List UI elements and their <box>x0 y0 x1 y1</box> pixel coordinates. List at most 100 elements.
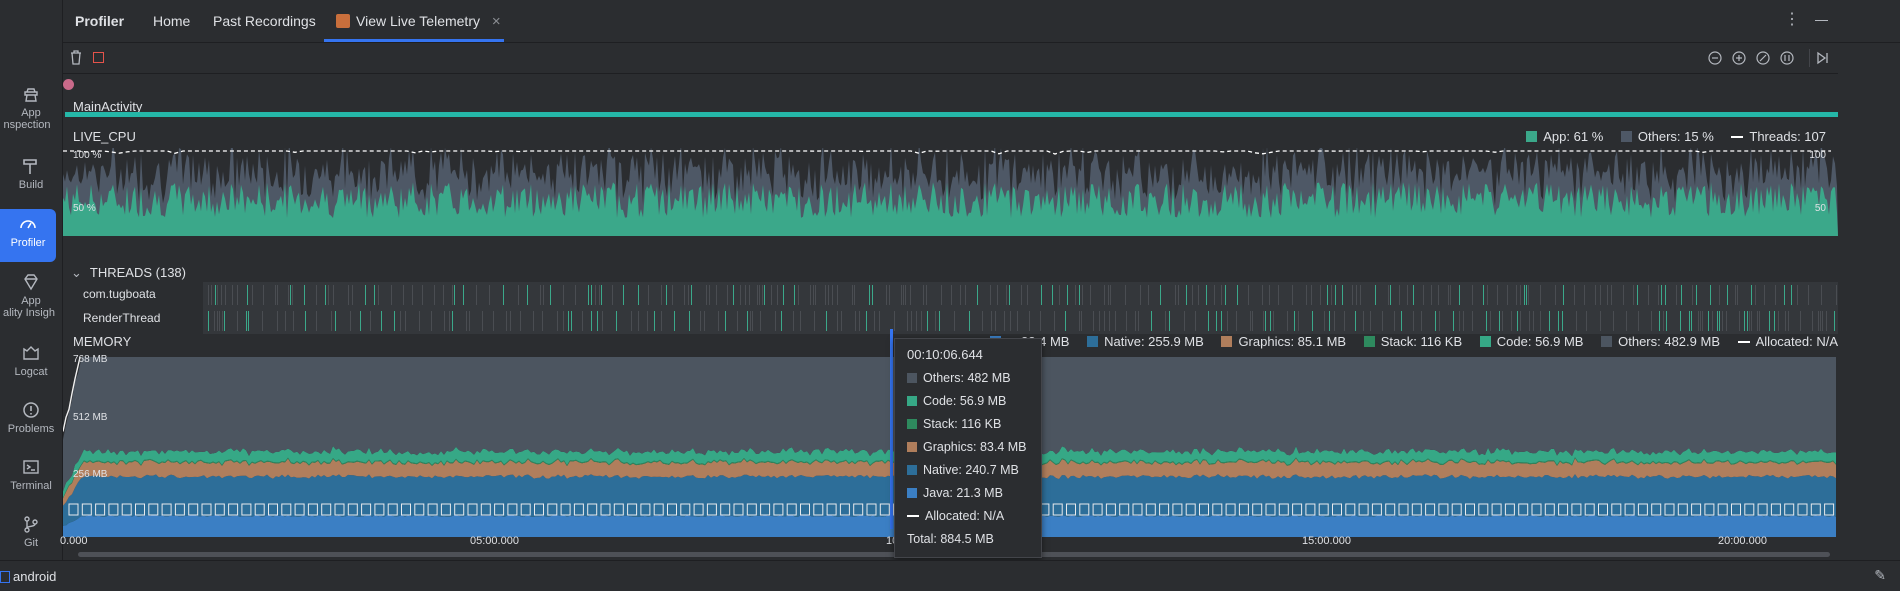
thread-activity-chart[interactable] <box>203 282 1838 334</box>
thread-state-mark <box>960 285 961 305</box>
close-icon[interactable]: × <box>491 13 501 30</box>
thread-state-mark <box>1681 285 1682 305</box>
rail-item-logcat[interactable]: Logcat <box>0 343 62 378</box>
thread-state-mark <box>921 311 922 331</box>
gc-event-icon <box>853 503 864 516</box>
thread-state-mark <box>542 311 543 331</box>
thread-state-mark <box>1352 285 1353 305</box>
gc-event-icon <box>494 503 505 516</box>
thread-state-mark <box>1010 311 1011 331</box>
rail-item-app-inspection[interactable]: App nspection <box>0 84 62 131</box>
thread-state-mark <box>997 285 998 305</box>
thread-state-mark <box>1626 311 1627 331</box>
cpu-section-label: LIVE_CPU <box>73 129 136 144</box>
status-bar: android ✎ <box>0 560 1900 591</box>
stop-icon[interactable] <box>93 52 104 63</box>
reset-zoom-icon[interactable] <box>1756 51 1770 65</box>
tab-view-live-telemetry[interactable]: View Live Telemetry × <box>324 0 504 42</box>
thread-state-mark <box>1237 285 1238 305</box>
thread-state-mark <box>1108 285 1109 305</box>
threads-header[interactable]: ⌄ THREADS (138) <box>71 265 186 281</box>
thread-state-mark <box>1184 311 1185 331</box>
zoom-out-icon[interactable] <box>1708 51 1722 65</box>
thread-state-mark <box>1576 311 1577 331</box>
thread-state-mark <box>469 311 470 331</box>
thread-state-mark <box>1511 311 1512 331</box>
gc-event-icon <box>1371 503 1382 516</box>
timeline-cursor[interactable] <box>890 329 893 529</box>
thread-state-mark <box>563 311 564 331</box>
thread-state-mark <box>1600 311 1601 331</box>
go-live-icon[interactable] <box>1816 51 1830 65</box>
cpu-others-swatch <box>1620 131 1632 142</box>
gc-event-icon <box>427 503 438 516</box>
thread-state-mark <box>814 311 815 331</box>
gc-event-icon <box>347 503 358 516</box>
thread-state-mark <box>1726 311 1727 331</box>
thread-state-mark <box>285 311 286 331</box>
thread-state-mark <box>666 285 667 305</box>
gc-event-icon <box>1411 503 1422 516</box>
gc-event-icon <box>1159 503 1170 516</box>
rail-item-app-quality-insights[interactable]: App ality Insigh <box>0 272 62 319</box>
thread-row-label[interactable]: com.tugboata <box>83 287 156 301</box>
thread-state-mark <box>360 311 361 331</box>
project-name[interactable]: android <box>13 569 57 584</box>
thread-state-mark <box>1676 285 1677 305</box>
thread-state-mark <box>591 285 592 305</box>
rail-item-problems[interactable]: Problems <box>0 400 62 435</box>
thread-state-mark <box>394 311 395 331</box>
gc-event-icon <box>866 503 877 516</box>
thread-state-mark <box>1004 311 1005 331</box>
thread-state-mark <box>1431 285 1432 305</box>
gc-event-icon <box>201 503 212 516</box>
thread-state-mark <box>1483 285 1484 305</box>
gc-event-icon <box>1704 503 1715 516</box>
memory-tooltip: 00:10:06.644 Others: 482 MB Code: 56.9 M… <box>894 338 1042 558</box>
more-options-icon[interactable]: ⋮ <box>1784 11 1800 28</box>
thread-state-mark <box>1774 311 1775 331</box>
profiler-tab-bar: Profiler Home Past Recordings View Live … <box>63 0 1900 43</box>
thread-state-mark <box>1135 311 1136 331</box>
notifications-icon[interactable]: ✎ <box>1874 567 1886 583</box>
thread-state-mark <box>444 311 445 331</box>
tab-past-recordings[interactable]: Past Recordings <box>213 13 316 29</box>
thread-state-mark <box>1526 285 1527 305</box>
thread-state-mark <box>275 285 276 305</box>
gc-event-icon <box>1292 503 1303 516</box>
thread-state-mark <box>1751 311 1752 331</box>
gc-event-icon <box>1824 503 1835 516</box>
tab-label: View Live Telemetry <box>356 13 480 29</box>
thread-state-mark <box>1486 311 1487 331</box>
thread-row-label[interactable]: RenderThread <box>83 311 161 325</box>
gc-event-icon <box>95 503 106 516</box>
thread-state-mark <box>493 311 494 331</box>
thread-state-mark <box>1320 285 1321 305</box>
thread-state-mark <box>841 311 842 331</box>
rail-item-build[interactable]: Build <box>0 156 62 191</box>
thread-state-mark <box>894 311 895 331</box>
activity-bar[interactable] <box>65 112 1838 117</box>
thread-state-mark <box>503 285 504 305</box>
cpu-axis-100-right: 100 <box>1809 150 1826 161</box>
mem-code-swatch <box>1479 336 1491 347</box>
thread-state-mark <box>208 311 209 331</box>
gc-event-icon <box>1172 503 1183 516</box>
rail-item-terminal[interactable]: Terminal <box>0 457 62 492</box>
thread-state-mark <box>214 311 215 331</box>
rail-item-git[interactable]: Git <box>0 514 62 549</box>
thread-state-mark <box>752 311 753 331</box>
gc-event-icon <box>281 503 292 516</box>
cpu-usage-chart[interactable] <box>63 148 1838 236</box>
minimize-icon[interactable] <box>1815 20 1828 21</box>
tab-home[interactable]: Home <box>153 13 191 29</box>
trash-icon[interactable] <box>69 50 83 65</box>
gc-event-icon <box>560 503 571 516</box>
rail-item-profiler[interactable]: Profiler <box>0 209 56 262</box>
gc-event-icon <box>1797 503 1808 516</box>
thread-state-mark <box>837 285 838 305</box>
zoom-to-selection-icon[interactable] <box>1780 51 1794 65</box>
thread-state-mark <box>222 311 223 331</box>
project-icon <box>0 571 10 583</box>
zoom-in-icon[interactable] <box>1732 51 1746 65</box>
